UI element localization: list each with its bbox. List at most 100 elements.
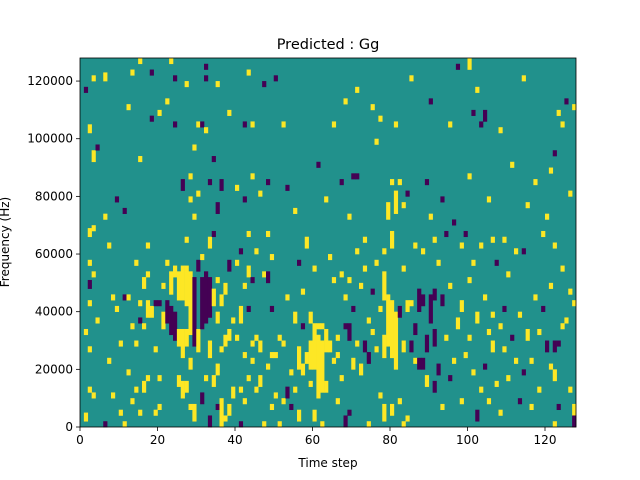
heatmap-cell [219, 398, 224, 428]
heatmap-cell [355, 173, 360, 180]
heatmap-cell [269, 254, 275, 261]
heatmap-cell [293, 311, 298, 324]
heatmap-cell [401, 340, 406, 353]
heatmap-cell [277, 334, 282, 341]
heatmap-cell [95, 144, 100, 151]
heatmap-cell [486, 196, 492, 203]
heatmap-cell [386, 294, 391, 347]
heatmap-cell [320, 340, 325, 393]
heatmap-cell [138, 317, 143, 324]
heatmap-cell [351, 173, 356, 180]
heatmap-cell [331, 357, 337, 364]
heatmap-cell [448, 375, 453, 382]
heatmap-cell [83, 86, 89, 93]
heatmap-cell [413, 357, 418, 364]
heatmap-cell [111, 392, 116, 399]
heatmap-cell [312, 409, 317, 422]
heatmap-cell [378, 115, 383, 122]
heatmap-cell [126, 294, 131, 301]
heatmap-cell [552, 369, 557, 382]
heatmap-cell [103, 72, 108, 82]
heatmap-cell [250, 277, 255, 284]
heatmap-cell [215, 81, 220, 88]
heatmap-cell [517, 311, 523, 318]
heatmap-cell [444, 334, 449, 341]
heatmap-cell [266, 363, 271, 370]
heatmap-cell [153, 409, 158, 416]
heatmap-cell [440, 403, 445, 411]
heatmap-cell [362, 265, 368, 272]
heatmap-cell [552, 340, 557, 353]
heatmap-cell [448, 121, 453, 128]
heatmap-cell [242, 121, 247, 128]
heatmap-cell [122, 421, 127, 428]
heatmap-cell [424, 179, 430, 186]
heatmap-cell [258, 190, 263, 197]
heatmap-cell [459, 300, 464, 312]
heatmap-cell [459, 242, 464, 249]
heatmap-cell [285, 294, 290, 301]
heatmap-cell [161, 311, 166, 330]
heatmap-cell [254, 386, 259, 393]
heatmap-cell [490, 311, 495, 318]
heatmap-cell [173, 121, 178, 128]
heatmap-cell [262, 421, 267, 428]
heatmap-cell [262, 81, 267, 88]
heatmap-cell [374, 346, 379, 353]
heatmap-cell [331, 277, 337, 284]
plot-area [79, 57, 577, 428]
heatmap-cell [169, 58, 174, 65]
heatmap-cell [560, 265, 565, 272]
heatmap-cell [510, 161, 515, 168]
heatmap-cell [184, 265, 189, 307]
heatmap-cell [397, 179, 402, 186]
heatmap-cell [424, 375, 430, 387]
heatmap-cell [87, 279, 92, 289]
heatmap-cell [467, 58, 472, 70]
heatmap-cell [483, 363, 488, 370]
heatmap-cell [393, 190, 399, 214]
heatmap-cell [157, 109, 162, 116]
heatmap-cell [552, 150, 557, 157]
heatmap-cell [390, 300, 395, 359]
heatmap-cell [107, 242, 112, 249]
heatmap-cell [479, 386, 484, 393]
heatmap-cell [207, 236, 213, 249]
heatmap-cell [246, 69, 251, 76]
heatmap-cell [204, 127, 209, 134]
heatmap-cell [409, 300, 414, 307]
heatmap-cell [200, 277, 205, 330]
heatmap-cell [196, 328, 201, 353]
heatmap-cell [413, 242, 418, 249]
heatmap-cell [308, 340, 313, 370]
heatmap-cell [126, 369, 131, 376]
heatmap-cell [184, 236, 189, 243]
heatmap-cell [242, 398, 247, 405]
heatmap-cell [180, 265, 185, 301]
heatmap-cell [347, 323, 352, 341]
heatmap-cell [525, 202, 530, 209]
x-tick-label: 20 [150, 433, 165, 447]
x-tick-label: 100 [456, 433, 479, 447]
heatmap-cell [242, 282, 247, 289]
heatmap-cell [413, 323, 418, 336]
heatmap-cell [572, 403, 577, 416]
heatmap-cell [471, 259, 476, 266]
heatmap-cell [262, 271, 267, 278]
heatmap-cell [335, 334, 340, 341]
heatmap-cell [568, 288, 573, 295]
heatmap-cell [242, 352, 247, 359]
heatmap-cell [335, 398, 340, 405]
heatmap-cell [122, 207, 127, 214]
heatmap-cell [455, 317, 461, 330]
heatmap-cell [390, 230, 395, 249]
heatmap-cell [494, 259, 499, 266]
y-tick-label: 0 [65, 420, 73, 434]
heatmap-cell [545, 340, 550, 353]
heatmap-cell [382, 334, 387, 359]
heatmap-cell [207, 415, 213, 428]
heatmap-cell [153, 300, 158, 307]
heatmap-cell [572, 300, 577, 307]
heatmap-cell [486, 398, 492, 405]
heatmap-cell [231, 386, 236, 399]
